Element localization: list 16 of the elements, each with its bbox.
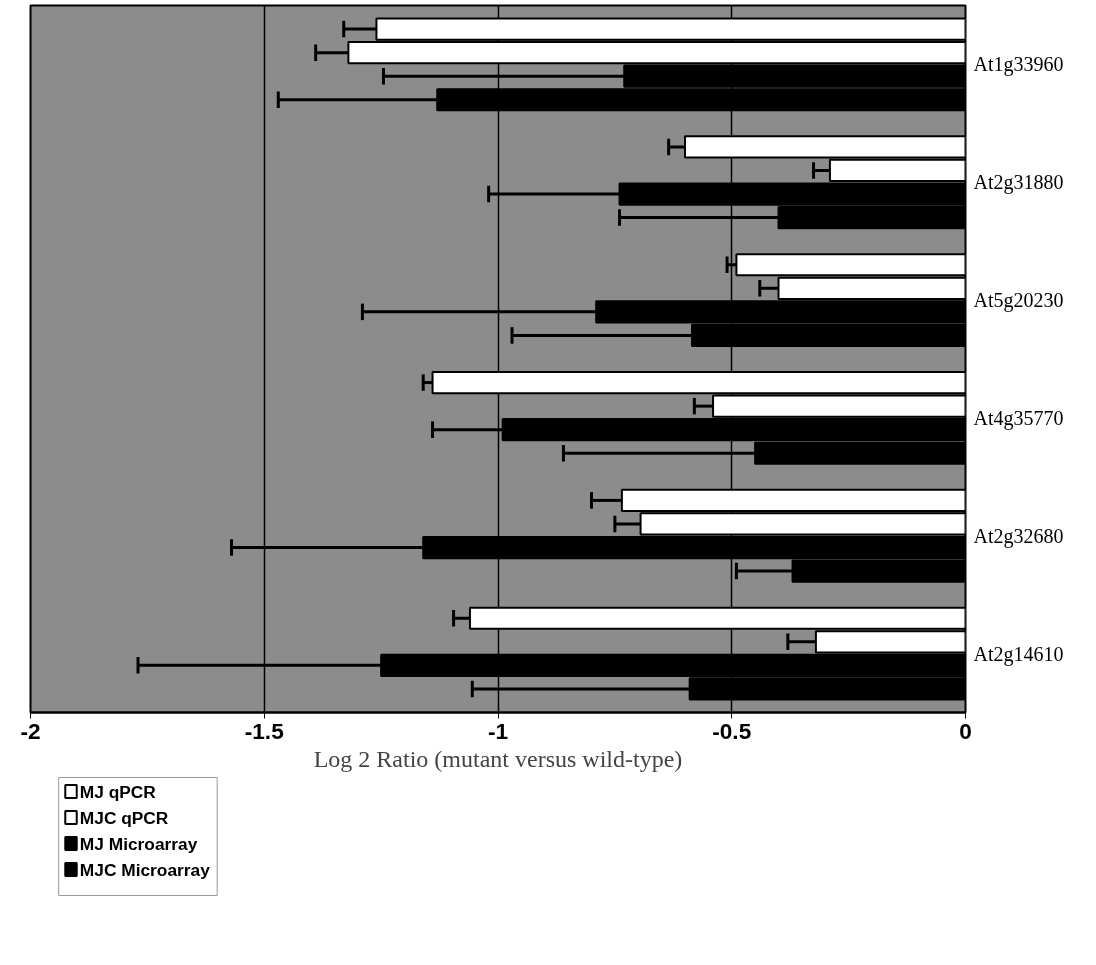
y-tick-label: At4g35770: [973, 406, 1064, 430]
y-tick-label: At1g33960: [973, 53, 1064, 77]
legend-label: MJ qPCR: [79, 781, 157, 802]
x-tick-label: 0: [959, 717, 972, 744]
y-tick-label: At2g14610: [973, 642, 1064, 666]
x-tick-label: -0.5: [712, 717, 752, 744]
x-tick-label: -2: [20, 717, 41, 744]
y-tick-label: At5g20230: [973, 289, 1064, 313]
x-axis-title: Log 2 Ratio (mutant versus wild-type): [313, 745, 683, 772]
x-tick-label: -1: [487, 717, 509, 744]
legend-label: MJC qPCR: [79, 807, 169, 828]
x-tick-label: -1.5: [244, 717, 284, 744]
y-tick-label: At2g32680: [973, 524, 1064, 548]
legend-label: MJC Microarray: [79, 859, 211, 880]
y-tick-label: At2g31880: [973, 171, 1064, 195]
legend-label: MJ Microarray: [79, 833, 198, 854]
